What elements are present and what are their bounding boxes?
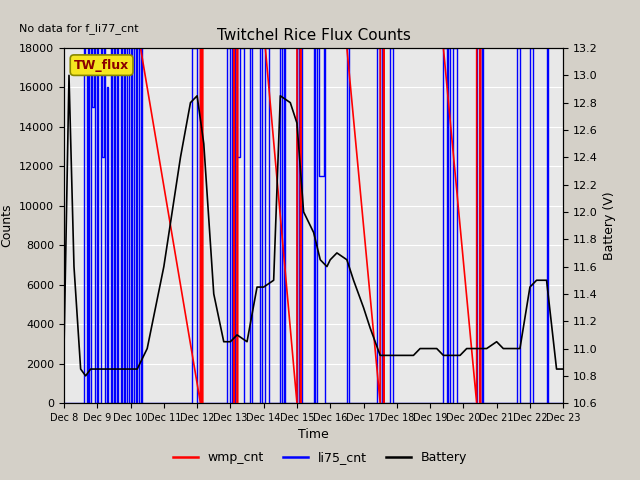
Title: Twitchel Rice Flux Counts: Twitchel Rice Flux Counts <box>217 28 410 43</box>
Text: No data for f_li77_cnt: No data for f_li77_cnt <box>19 23 139 34</box>
Y-axis label: Counts: Counts <box>1 204 13 247</box>
Y-axis label: Battery (V): Battery (V) <box>604 192 616 260</box>
X-axis label: Time: Time <box>298 429 329 442</box>
Text: TW_flux: TW_flux <box>74 59 129 72</box>
Legend: wmp_cnt, li75_cnt, Battery: wmp_cnt, li75_cnt, Battery <box>168 446 472 469</box>
